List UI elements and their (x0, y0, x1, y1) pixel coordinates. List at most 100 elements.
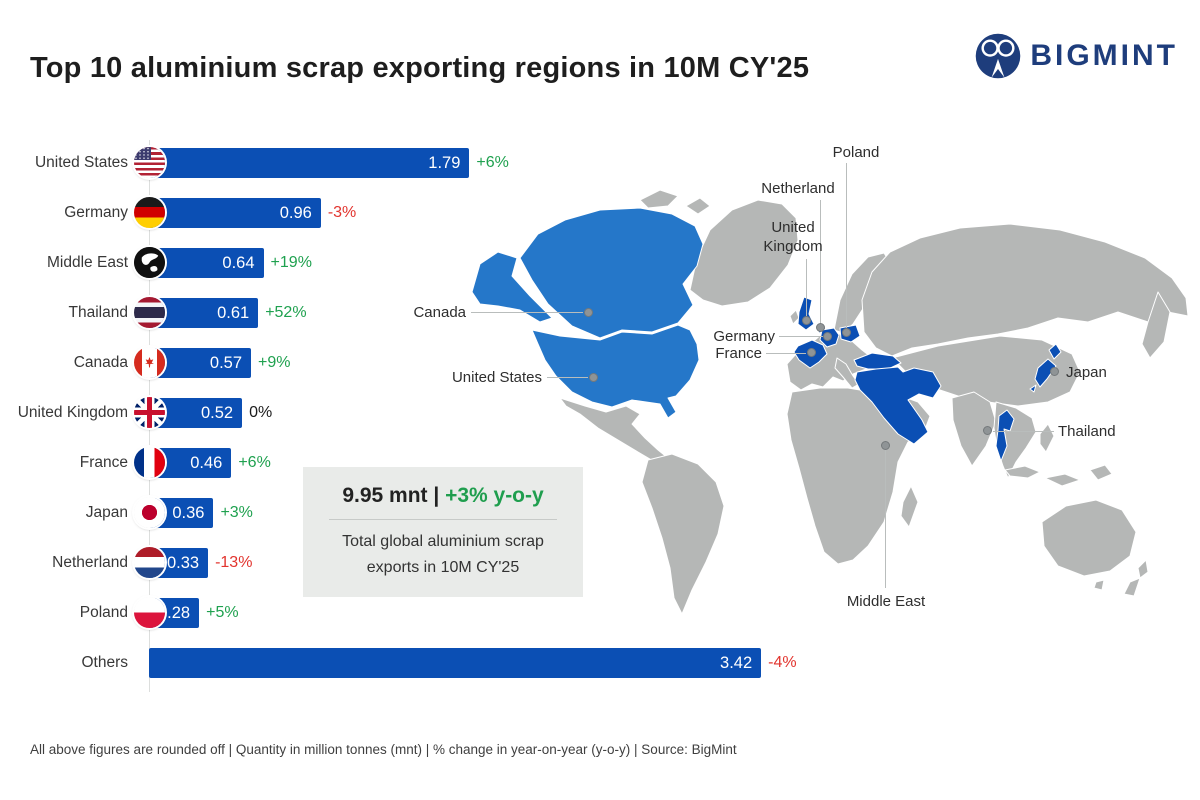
map-region-united-states (531, 324, 700, 419)
map-region-italy (834, 357, 860, 389)
bar-row: Thailand 0.61 +52% (0, 297, 900, 328)
bar-change-label: +3% (220, 504, 253, 521)
germany-flag-icon (134, 197, 165, 228)
map-region-tasmania (1093, 579, 1105, 591)
summary-caption-line1: Total global aluminium scrap (342, 533, 544, 550)
map-region-madagascar (900, 485, 919, 528)
map-region-arctic-islands (639, 189, 711, 215)
bar-row: United Kingdom 0.52 0% (0, 397, 900, 428)
map-region-australia (1041, 499, 1137, 577)
map-marker (806, 347, 816, 357)
leader-line (766, 353, 806, 354)
map-marker (1049, 366, 1059, 376)
bar-value-label: 0.46 (190, 453, 223, 472)
map-region-russia (861, 223, 1189, 357)
map-region-south-america (641, 453, 725, 615)
bar-row: Germany 0.96 -3% (0, 197, 900, 228)
world-map (471, 189, 1189, 615)
bar-change-label: +5% (206, 604, 239, 621)
bar-category-label: United Kingdom (17, 404, 128, 421)
map-marker (822, 331, 832, 341)
map-region-new-zealand (1123, 559, 1149, 597)
bar-category-label: Others (81, 654, 128, 671)
bar-change-label: +9% (258, 354, 291, 371)
map-region-mexico-central-america (559, 397, 669, 463)
map-region-philippines (1039, 423, 1055, 453)
map-marker (841, 327, 851, 337)
bar-change-label: -3% (327, 204, 357, 221)
bar: 1.79 (149, 148, 470, 178)
bar-value-label: 0.96 (279, 203, 312, 222)
map-label-middle-east: Middle East (846, 593, 926, 610)
map-region-thailand (995, 409, 1015, 462)
summary-headline: 9.95 mnt | +3% y-o-y (303, 484, 583, 508)
poland-flag-icon (134, 597, 165, 628)
map-label-canada: Canada (413, 304, 466, 321)
bar-value-label: 1.79 (428, 153, 461, 172)
brand-logo: BIGMINT (975, 33, 1178, 79)
summary-change-value: +3% y-o-y (445, 484, 544, 507)
bar-value-label: 0.36 (172, 503, 205, 522)
bar-category-label: Japan (85, 504, 128, 521)
bar: 0.57 (149, 348, 252, 378)
map-marker (801, 315, 811, 325)
summary-separator: | (427, 484, 446, 507)
bar-value-label: 0.57 (209, 353, 243, 372)
map-region-india (951, 391, 997, 467)
map-label-united-kingdom: United Kingdom (763, 219, 823, 255)
bar-value-label: 0.64 (222, 253, 255, 272)
bar: 0.96 (149, 198, 321, 228)
map-region-turkey (853, 352, 902, 370)
map-marker (815, 322, 825, 332)
bar: 0.61 (149, 298, 259, 328)
bar: 0.64 (149, 248, 264, 278)
leader-line (806, 259, 807, 316)
summary-divider (329, 519, 557, 520)
bar-change-label: +6% (476, 154, 509, 171)
bigmint-logo-icon (976, 33, 1021, 79)
map-label-japan: Japan (1066, 364, 1107, 381)
bar: 3.42 (149, 648, 762, 678)
bar-value-label: 0.28 (157, 603, 191, 622)
map-region-canada (519, 207, 704, 339)
map-label-france: France (715, 345, 762, 362)
bar-row: United States 1.79 +6% (0, 147, 900, 178)
bar-value-label: 0.52 (200, 403, 234, 422)
map-label-netherland: Netherland (761, 180, 835, 197)
bar-change-label: -4% (768, 654, 797, 671)
leader-line (471, 312, 583, 313)
bar-category-label: Middle East (47, 254, 128, 271)
bar: 0.33 (149, 548, 209, 578)
bar-value-label: 0.33 (166, 553, 200, 572)
brand-logo-text: BIGMINT (1030, 39, 1178, 72)
bar-category-label: Netherland (52, 554, 128, 571)
bar-value-label: 3.42 (720, 653, 753, 672)
bar-change-label: 0% (249, 404, 273, 421)
bar-category-label: Poland (79, 604, 128, 621)
bar-value-label: 0.61 (217, 303, 250, 322)
map-region-japan (1029, 343, 1062, 393)
bar-row: Poland 0.28 +5% (0, 597, 900, 628)
leader-line (846, 163, 847, 328)
map-marker (588, 372, 598, 382)
map-region-indonesia (1004, 464, 1113, 487)
map-marker (982, 425, 992, 435)
bar-row: France 0.46 +6% (0, 447, 900, 478)
map-marker (583, 307, 593, 317)
map-label-thailand: Thailand (1058, 423, 1116, 440)
leader-line (779, 336, 823, 337)
map-region-ireland (789, 309, 800, 325)
us-flag-icon (134, 147, 165, 178)
leader-line (820, 200, 821, 324)
japan-flag-icon (134, 497, 165, 528)
bar-change-label: +19% (270, 254, 312, 271)
bar-category-label: Thailand (68, 304, 128, 321)
bar-row: Japan 0.36 +3% (0, 497, 900, 528)
thailand-flag-icon (134, 297, 165, 328)
bar-change-label: +6% (238, 454, 271, 471)
map-region-alaska (471, 251, 553, 323)
bar-category-label: Germany (64, 204, 128, 221)
map-region-greenland (689, 199, 799, 307)
bar-row: Others 3.42 -4% (0, 648, 900, 678)
uk-flag-icon (134, 397, 165, 428)
